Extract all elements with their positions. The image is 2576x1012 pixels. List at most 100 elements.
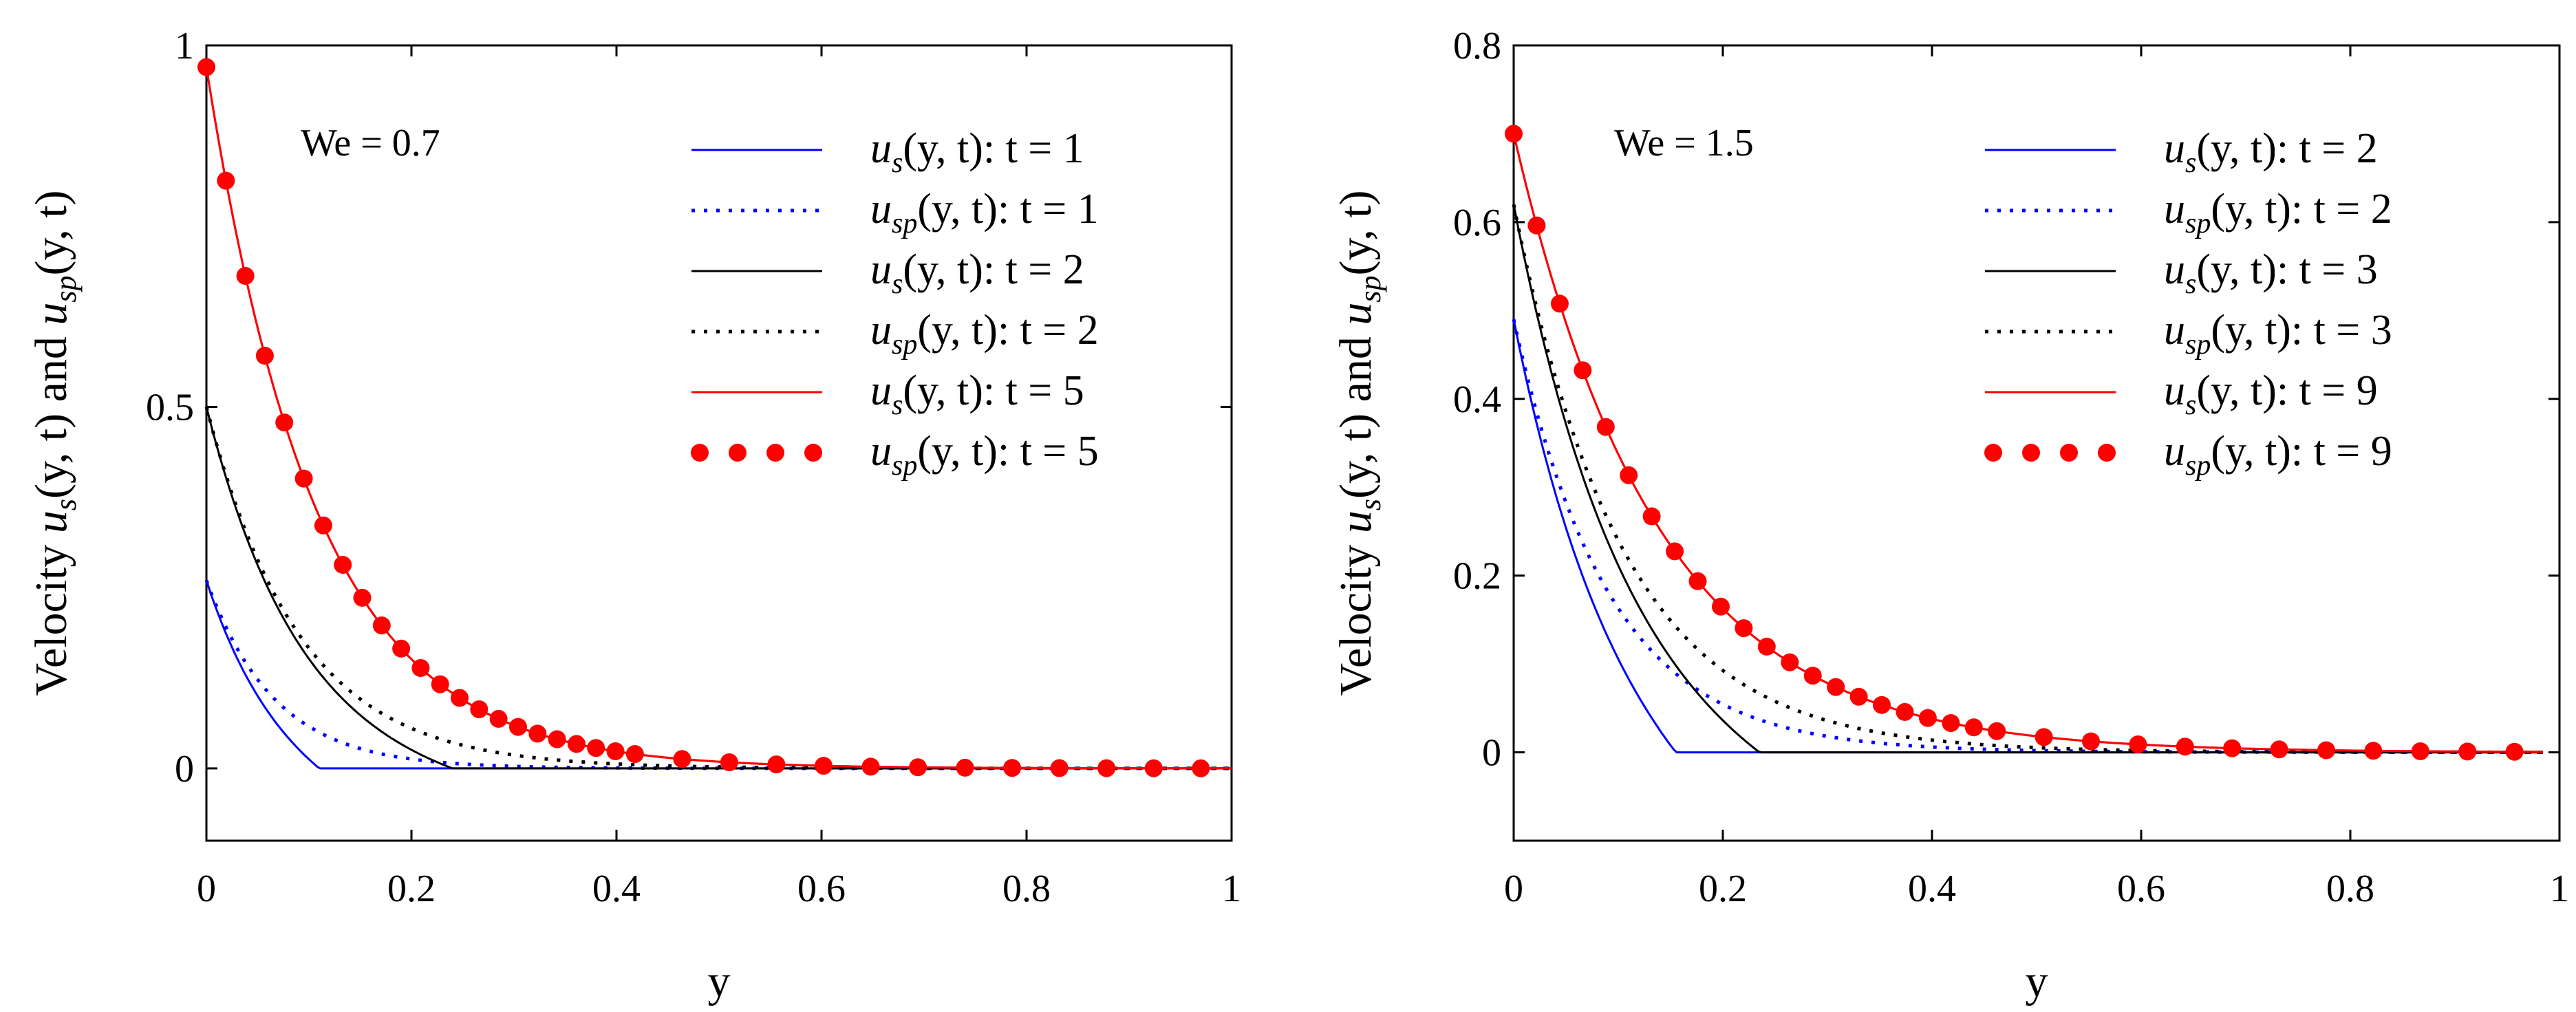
series-5-marker <box>2270 740 2288 759</box>
series-5-marker <box>255 347 274 365</box>
series-5-marker <box>2035 728 2053 746</box>
legend-marker <box>729 444 747 462</box>
series-5-marker <box>1050 759 1069 777</box>
y-tick-label: 0.6 <box>1453 202 1501 244</box>
series-0-line <box>1512 319 2543 754</box>
legend-entry-label: usp(y, t): t = 2 <box>2164 186 2392 239</box>
y-tick-label: 0.2 <box>1453 555 1501 598</box>
series-5-marker <box>2364 742 2383 760</box>
series-5-marker <box>861 757 880 776</box>
y-tick-label: 0.5 <box>146 386 194 429</box>
plot-frame <box>205 44 1233 842</box>
series-0-line <box>205 580 1231 770</box>
series-5-marker <box>1735 619 1753 638</box>
series-3-line <box>1512 204 2543 754</box>
series-5-marker <box>1827 678 1845 696</box>
series-5-marker <box>956 758 974 777</box>
series-5-marker <box>2458 742 2477 761</box>
series-5-marker <box>1505 125 1523 143</box>
x-axis-label: y <box>708 956 731 1006</box>
series-5-marker <box>2082 732 2100 751</box>
series-5-marker <box>528 724 547 743</box>
series-5-marker <box>431 675 449 693</box>
series-5-marker <box>548 730 566 749</box>
series-5-marker <box>567 735 586 753</box>
series-5-marker <box>1942 714 1960 732</box>
legend-entry-label: usp(y, t): t = 2 <box>870 307 1099 360</box>
series-5-marker <box>720 753 738 771</box>
series-5-marker <box>1642 507 1661 526</box>
x-tick-label: 1 <box>1222 868 1241 910</box>
legend-entry-label: us(y, t): t = 5 <box>870 367 1084 421</box>
x-tick-label: 0.6 <box>2117 868 2165 910</box>
series-5-connector <box>205 67 1232 770</box>
series-5-marker <box>625 745 644 763</box>
series-5-marker <box>2505 742 2524 761</box>
legend-marker <box>1984 444 2002 462</box>
series-5-marker <box>2411 742 2429 760</box>
series-5-marker <box>606 742 625 760</box>
series-5-marker <box>1757 637 1776 656</box>
series-5-marker <box>1688 572 1707 590</box>
series-5-marker <box>2129 735 2147 753</box>
series-5-marker <box>1964 718 1983 737</box>
series-5-marker <box>334 556 352 574</box>
series-1-line <box>204 579 1231 771</box>
series-5-marker <box>1097 759 1116 777</box>
x-tick-label: 0 <box>1504 868 1523 910</box>
y-tick-label: 0 <box>1482 732 1501 775</box>
series-layer <box>1505 125 2543 761</box>
series-5-marker <box>275 413 294 432</box>
x-tick-label: 0.2 <box>387 868 436 910</box>
legend-entry-label: usp(y, t): t = 1 <box>870 186 1099 239</box>
x-tick-label: 1 <box>2550 868 2569 910</box>
series-5-marker <box>1527 216 1546 235</box>
series-5-marker <box>451 689 469 707</box>
series-5-marker <box>1003 759 1022 777</box>
legend-entry-label: us(y, t): t = 2 <box>870 246 1084 300</box>
series-5-marker <box>1849 687 1868 706</box>
y-tick-label: 0 <box>175 748 194 790</box>
x-tick-label: 0.2 <box>1699 868 1747 910</box>
series-3-line <box>204 406 1231 771</box>
legend-marker <box>2022 444 2040 462</box>
series-5-marker <box>673 750 691 768</box>
legend: us(y, t): t = 1 usp(y, t): t = 1 us(y, t):… <box>691 125 1099 482</box>
series-layer <box>197 58 1232 777</box>
series-5-marker <box>217 171 235 190</box>
y-axis-label: Velocity us(y, t) and usp(y, t) <box>26 190 83 696</box>
we-annotation: We = 0.7 <box>301 122 440 164</box>
series-5-marker <box>1666 542 1684 561</box>
y-tick-label: 0.8 <box>1453 25 1501 67</box>
legend-entry-label: usp(y, t): t = 9 <box>2164 428 2392 482</box>
legend-marker <box>691 444 709 462</box>
x-axis-label: y <box>2026 956 2048 1006</box>
legend-entry-label: usp(y, t): t = 3 <box>2164 307 2392 360</box>
series-5-marker <box>1144 759 1163 777</box>
series-5-marker <box>587 739 605 757</box>
y-tick-label: 0.4 <box>1453 378 1501 421</box>
series-4-line <box>205 67 1231 770</box>
series-5-marker <box>294 469 313 488</box>
x-tick-label: 0.8 <box>1002 868 1051 910</box>
legend-marker <box>2098 444 2116 462</box>
y-axis-label: Velocity us(y, t) and usp(y, t) <box>1331 190 1387 696</box>
series-5-marker <box>1192 759 1210 777</box>
series-5-marker <box>909 758 927 777</box>
series-5-marker <box>2223 739 2242 757</box>
legend-entry-label: us(y, t): t = 1 <box>870 125 1084 179</box>
legend-entry-label: us(y, t): t = 3 <box>2164 246 2378 300</box>
series-5-marker <box>411 659 430 677</box>
series-5-marker <box>2176 738 2194 756</box>
series-5-marker <box>372 616 391 635</box>
we-annotation: We = 1.5 <box>1614 122 1754 164</box>
series-5-marker <box>392 639 411 658</box>
series-5-marker <box>1896 702 1914 721</box>
series-5-marker <box>1873 696 1891 714</box>
series-5-marker <box>1781 653 1799 671</box>
series-1-line <box>1512 319 2543 754</box>
plot-frame <box>1512 44 2561 842</box>
series-5-marker <box>815 757 833 775</box>
series-5-marker <box>470 700 489 718</box>
